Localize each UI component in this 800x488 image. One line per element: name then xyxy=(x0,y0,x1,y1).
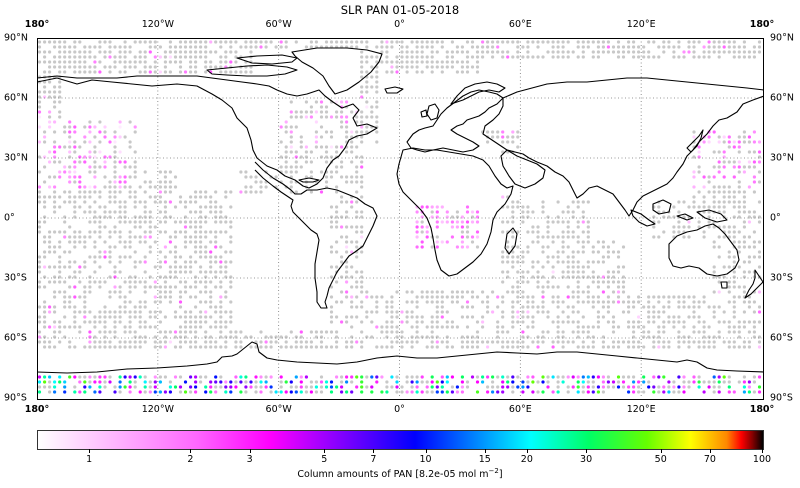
data-dots xyxy=(37,40,762,394)
right_lat_labels-label: 0° xyxy=(770,212,781,224)
coastline-antarctica xyxy=(37,341,764,374)
coastline-arctic-islands xyxy=(206,64,298,77)
coastline-madagascar xyxy=(504,227,518,255)
colorbar-tick-mark xyxy=(660,449,662,453)
coastline-japan xyxy=(686,129,704,153)
colorbar-tick-mark xyxy=(190,449,192,453)
colorbar-tick-mark xyxy=(425,449,427,453)
bottom_lon_labels-label: 0° xyxy=(394,404,405,415)
colorbar-tick-mark xyxy=(586,449,588,453)
coastline-new-zealand xyxy=(744,269,764,299)
coastline-australia xyxy=(668,223,740,277)
top_lon_labels-label: 60°W xyxy=(265,19,292,30)
left_lat_labels-label: 90°S xyxy=(4,392,27,404)
colorbar-tick-mark xyxy=(249,449,251,453)
left_lat_labels-label: 60°S xyxy=(4,332,27,344)
top_lon_labels-label: 120°W xyxy=(141,19,174,30)
colorbar-tick-mark xyxy=(709,449,711,453)
coastline-asia xyxy=(482,77,764,217)
coastline-arabia xyxy=(500,149,546,189)
colorbar-tick-mark xyxy=(373,449,375,453)
top_lon_labels-label: 180° xyxy=(24,19,50,30)
right_lat_labels-label: 90°N xyxy=(770,32,794,44)
left_lat_labels-label: 0° xyxy=(4,212,15,224)
colorbar xyxy=(37,430,764,450)
colorbar-tick-mark xyxy=(484,449,486,453)
top_lon_labels-label: 120°E xyxy=(626,19,656,30)
right_lat_labels-label: 60°N xyxy=(770,92,794,104)
coastline-south-america xyxy=(254,161,378,309)
colorbar-tick-mark xyxy=(526,449,528,453)
colorbar-tick-label: 5 xyxy=(321,454,328,465)
right_lat_labels-label: 30°N xyxy=(770,152,794,164)
bottom_lon_labels-label: 120°E xyxy=(626,404,656,415)
bottom_lon_labels-label: 60°W xyxy=(265,404,292,415)
top_lon_labels-label: 0° xyxy=(394,19,405,30)
coastline-europe xyxy=(406,89,504,153)
map-title: SLR PAN 01-05-2018 xyxy=(340,3,460,17)
top_lon_labels-label: 180° xyxy=(749,19,775,30)
colorbar-tick-label: 70 xyxy=(703,454,716,465)
colorbar-tick-label: 10 xyxy=(419,454,432,465)
colorbar-tick-label: 7 xyxy=(370,454,377,465)
top_lon_labels-label: 60°E xyxy=(508,19,532,30)
colorbar-tick-label: 30 xyxy=(580,454,593,465)
colorbar-tick-label: 2 xyxy=(187,454,194,465)
left_lat_labels-label: 30°N xyxy=(4,152,28,164)
coastlines xyxy=(37,47,764,374)
bottom_lon_labels-label: 120°W xyxy=(141,404,174,415)
colorbar-tick-label: 3 xyxy=(246,454,253,465)
colorbar-tick-label: 100 xyxy=(752,454,772,465)
coastline-north-america xyxy=(37,75,378,189)
bottom_lon_labels-label: 180° xyxy=(24,404,50,415)
coastline-africa xyxy=(396,147,514,277)
coastline-scandinavia xyxy=(450,81,506,105)
bottom_lon_labels-label: 180° xyxy=(749,404,775,415)
colorbar-tick-mark xyxy=(762,449,763,453)
map-canvas xyxy=(37,38,764,398)
left_lat_labels-label: 30°S xyxy=(4,272,27,284)
colorbar-tick-label: 50 xyxy=(654,454,667,465)
bottom_lon_labels-label: 60°E xyxy=(508,404,532,415)
left_lat_labels-label: 60°N xyxy=(4,92,28,104)
colorbar-tick-mark xyxy=(324,449,326,453)
colorbar-tick-label: 15 xyxy=(478,454,491,465)
graticule xyxy=(37,38,762,398)
right_lat_labels-label: 30°S xyxy=(770,272,793,284)
map-plot-area xyxy=(37,38,764,400)
colorbar-tick-mark xyxy=(89,449,91,453)
colorbar-title: Column amounts of PAN [8.2e-05 mol m−2] xyxy=(297,467,503,481)
colorbar-tick-label: 20 xyxy=(520,454,533,465)
right_lat_labels-label: 90°S xyxy=(770,392,793,404)
left_lat_labels-label: 90°N xyxy=(4,32,28,44)
right_lat_labels-label: 60°S xyxy=(770,332,793,344)
colorbar-tick-label: 1 xyxy=(86,454,93,465)
coastline-greenland xyxy=(291,47,383,95)
